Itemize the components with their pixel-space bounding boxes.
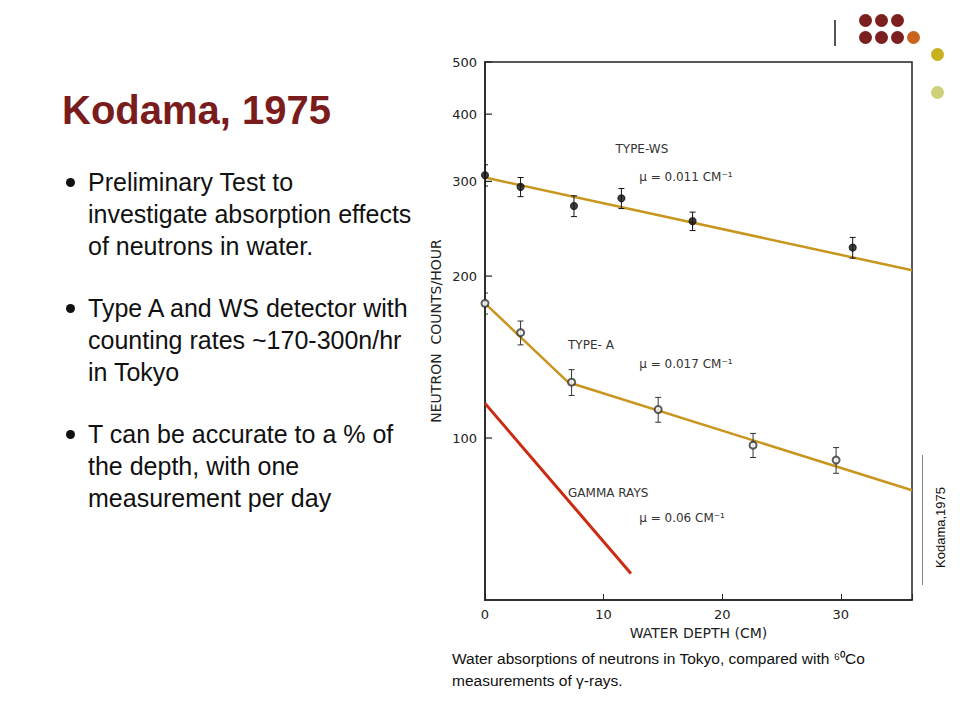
svg-text:TYPE-WS: TYPE-WS <box>614 142 668 156</box>
svg-text:300: 300 <box>452 174 477 189</box>
svg-text:0: 0 <box>481 607 489 622</box>
svg-text:200: 200 <box>452 269 477 284</box>
html-text:Kodama,1975: Kodama,1975 <box>932 487 948 568</box>
svg-text:WATER DEPTH (CM): WATER DEPTH (CM) <box>630 625 768 641</box>
html-text:Preliminary Test to investigat: Preliminary Test to investigate absorpti… <box>88 168 412 260</box>
svg-text:μ = 0.011 CM⁻¹: μ = 0.011 CM⁻¹ <box>639 170 733 184</box>
svg-text:NEUTRON COUNTS/HOUR: NEUTRON COUNTS/HOUR <box>428 239 444 423</box>
html-text:Kodama, 1975: Kodama, 1975 <box>62 88 331 132</box>
svg-text:500: 500 <box>452 55 477 70</box>
html-text:T can be accurate to a % of th: T can be accurate to a % of the depth, w… <box>88 420 394 512</box>
svg-text:GAMMA RAYS: GAMMA RAYS <box>568 486 648 500</box>
svg-text:400: 400 <box>452 107 477 122</box>
html-text:Type A and WS detector with co: Type A and WS detector with counting rat… <box>88 294 408 386</box>
svg-text:μ = 0.06 CM⁻¹: μ = 0.06 CM⁻¹ <box>639 511 725 525</box>
svg-text:TYPE- A: TYPE- A <box>567 338 615 352</box>
svg-text:10: 10 <box>595 607 612 622</box>
svg-text:30: 30 <box>833 607 850 622</box>
svg-text:100: 100 <box>452 431 477 446</box>
svg-text:μ = 0.017 CM⁻¹: μ = 0.017 CM⁻¹ <box>639 357 733 371</box>
html-text:Water absorptions of neutrons: Water absorptions of neutrons in Tokyo, … <box>452 650 865 689</box>
svg-text:20: 20 <box>714 607 731 622</box>
